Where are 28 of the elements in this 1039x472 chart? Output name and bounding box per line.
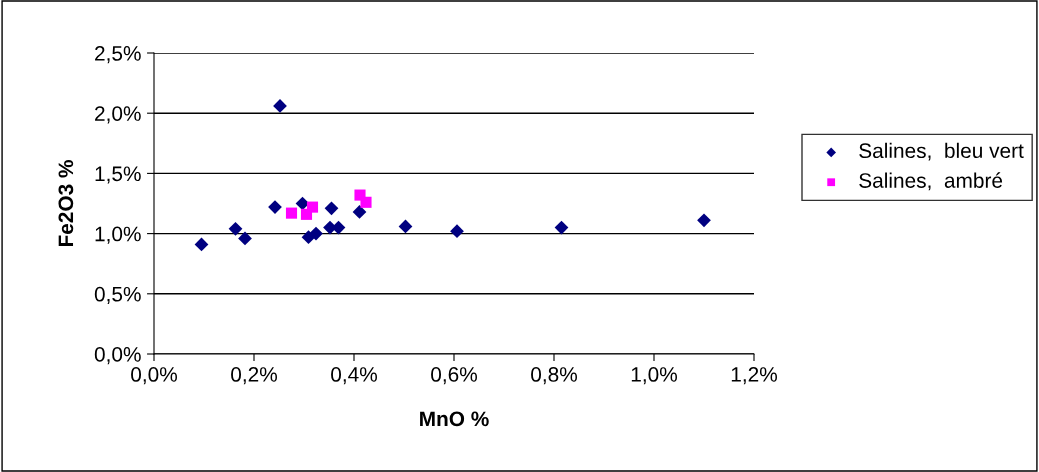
point [697, 213, 711, 228]
point [352, 205, 367, 219]
x-tick-label: 0,2% [231, 367, 277, 385]
x-tick-label: 1,2% [731, 367, 777, 385]
x-tick-label: 1,0% [631, 367, 677, 385]
y-tick-label: 2,5% [95, 46, 141, 64]
point [398, 219, 413, 234]
x-tick-label: 0,0% [131, 367, 177, 385]
y-tick-label: 1,0% [95, 226, 141, 244]
x-tick-label: 0,8% [531, 367, 577, 385]
point [309, 226, 323, 241]
x-tick-label: 0,4% [331, 367, 377, 385]
point [285, 207, 298, 219]
legend-label: Salines, bleu vert [859, 142, 1024, 161]
point [324, 201, 339, 216]
x-tick-label: 0,6% [431, 367, 477, 385]
point [238, 231, 252, 246]
point [306, 201, 319, 213]
x-axis-title: MnO % [420, 411, 489, 427]
y-tick-label: 1,5% [95, 166, 141, 184]
y-tick-label: 0,5% [94, 286, 141, 305]
y-axis-title: Fe2O3 % [58, 160, 74, 247]
y-tick-label: 2,0% [95, 106, 141, 124]
legend-label: Salines, ambré [859, 172, 1003, 191]
point [450, 224, 464, 239]
y-tick-label: 0,0% [94, 347, 141, 365]
point [228, 221, 243, 236]
point [360, 196, 372, 208]
